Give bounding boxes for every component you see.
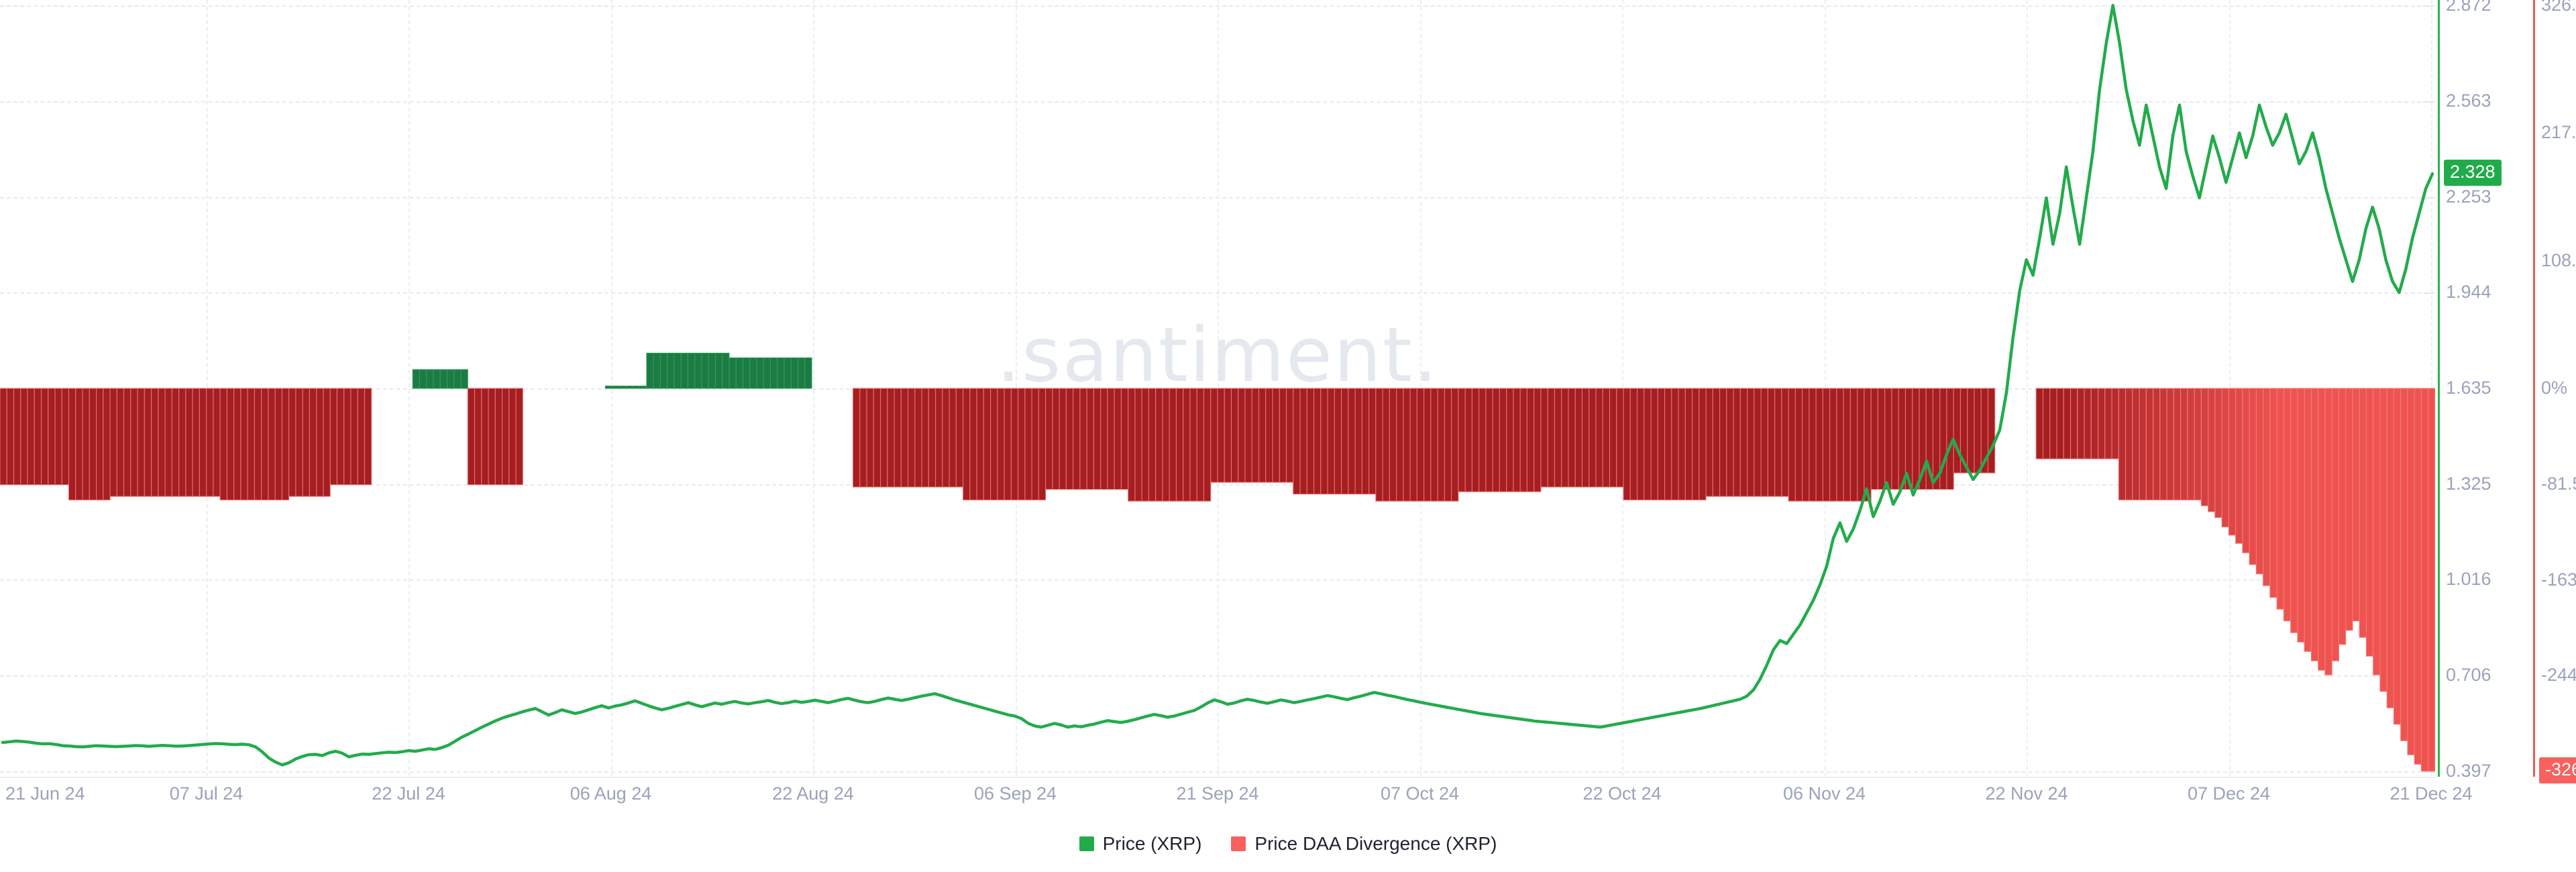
x-axis-tick-label: 07 Dec 24 <box>2187 783 2271 804</box>
legend-label: Price (XRP) <box>1102 833 1202 854</box>
price-tick-label: 2.253 <box>2446 186 2491 207</box>
x-axis-tick-label: 06 Nov 24 <box>1782 783 1866 804</box>
daa-tick-label: -81.53% <box>2541 473 2576 494</box>
chart-plot-area: .santiment. <box>0 0 2435 777</box>
price-line-path <box>1 3 2434 767</box>
legend-price[interactable]: Price (XRP) <box>1079 833 1202 854</box>
santiment-watermark: .santiment. <box>996 312 1439 399</box>
daa-divergence-bar <box>515 388 523 486</box>
price-tick-mark <box>2423 101 2434 103</box>
daa-axis-line <box>2533 0 2535 777</box>
x-axis-tick-label: 22 Oct 24 <box>1582 783 1662 804</box>
daa-tick-label: -163.07% <box>2541 569 2576 590</box>
price-current-value-badge: 2.328 <box>2444 160 2502 186</box>
x-axis-tick-label: 06 Sep 24 <box>973 783 1057 804</box>
price-tick-label: 1.944 <box>2446 282 2491 303</box>
price-tick-label: 1.325 <box>2446 473 2491 494</box>
legend-label: Price DAA Divergence (XRP) <box>1254 833 1497 854</box>
x-axis-tick-label: 07 Oct 24 <box>1380 783 1460 804</box>
x-axis-line <box>0 777 2435 778</box>
x-axis-tick-label: 22 Jul 24 <box>372 783 445 804</box>
legend-daa-divergence[interactable]: Price DAA Divergence (XRP) <box>1231 834 1497 853</box>
daa-divergence-bar <box>1987 388 1996 474</box>
daa-divergence-bars <box>0 352 2435 772</box>
daa-divergence-bar <box>2428 388 2435 772</box>
price-line <box>1 3 2434 767</box>
price-tick-label: 1.635 <box>2446 377 2491 398</box>
price-tick-mark <box>2423 292 2434 294</box>
price-tick-mark <box>2423 5 2434 7</box>
x-axis-tick-label: 21 Dec 24 <box>2390 783 2473 804</box>
daa-tick-label: 326.13% <box>2541 0 2576 15</box>
price-tick-mark <box>2423 197 2434 199</box>
daa-divergence-bar <box>460 369 468 389</box>
gridline-v <box>813 0 814 777</box>
daa-tick-label: 217.42% <box>2541 122 2576 143</box>
x-axis-tick-label: 22 Nov 24 <box>1985 783 2068 804</box>
price-tick-label: 0.706 <box>2446 665 2491 686</box>
price-tick-label: 1.016 <box>2446 569 2491 590</box>
price-tick-label: 2.563 <box>2446 90 2491 111</box>
x-axis-tick-label: 21 Sep 24 <box>1176 783 1259 804</box>
daa-current-value-badge: -326.13% <box>2539 757 2576 783</box>
x-axis-tick-label: 21 Jun 24 <box>5 783 85 804</box>
gridline-v <box>2027 0 2028 777</box>
price-tick-label: 2.872 <box>2446 0 2491 15</box>
x-axis-tick-label: 06 Aug 24 <box>570 783 652 804</box>
daa-tick-label: -244.60% <box>2541 665 2576 686</box>
daa-divergence-bar <box>364 388 372 486</box>
price-tick-label: 0.397 <box>2446 761 2491 781</box>
daa-tick-label: 0% <box>2541 378 2568 398</box>
legend-swatch-icon <box>1079 836 1094 851</box>
daa-divergence-bar <box>804 357 812 389</box>
price-tick-mark <box>2423 771 2434 773</box>
daa-tick-label: 108.71% <box>2541 250 2576 270</box>
x-axis-labels: 21 Jun 24 07 Jul 24 22 Jul 24 06 Aug 24 22 A… <box>0 785 2576 812</box>
x-axis-tick-label: 07 Jul 24 <box>169 783 244 804</box>
gridline-v <box>409 0 410 777</box>
legend-swatch-icon <box>1231 836 1246 851</box>
price-axis-line <box>2438 0 2440 777</box>
chart-legend: Price (XRP) Price DAA Divergence (XRP) <box>0 834 2576 853</box>
x-axis-tick-label: 22 Aug 24 <box>772 783 854 804</box>
